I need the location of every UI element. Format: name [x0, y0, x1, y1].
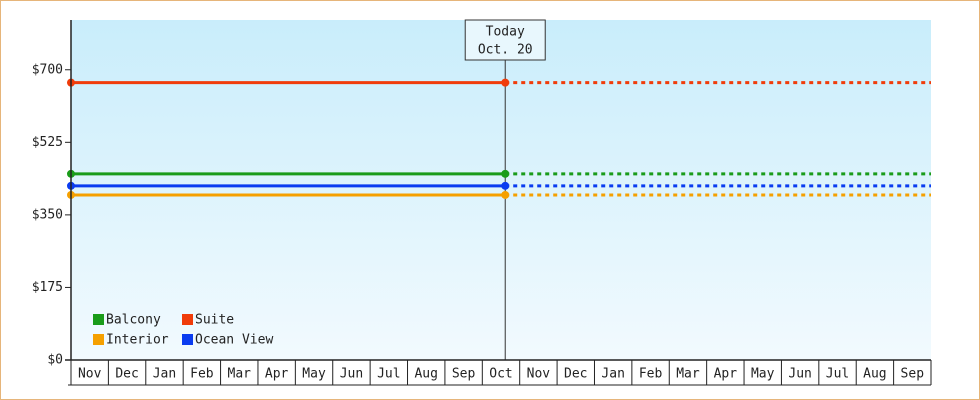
- x-tick-label: Jul: [377, 367, 400, 382]
- price-point: [501, 181, 510, 190]
- today-date: Oct. 20: [478, 43, 533, 58]
- x-tick-label: May: [751, 367, 775, 382]
- legend-swatch: [93, 314, 104, 325]
- x-tick-label: Jun: [340, 367, 363, 382]
- y-tick-label: $175: [32, 280, 63, 295]
- x-tick-label: Oct: [489, 367, 512, 382]
- x-tick-label: Apr: [714, 367, 738, 382]
- y-tick-label: $350: [32, 207, 63, 222]
- x-tick-label: Jul: [826, 367, 849, 382]
- x-tick-label: Nov: [527, 367, 551, 382]
- plot-area: [71, 20, 931, 360]
- x-tick-label: Feb: [639, 367, 663, 382]
- x-tick-label: Nov: [78, 367, 102, 382]
- x-tick-label: Sep: [901, 367, 925, 382]
- x-tick-label: Dec: [115, 367, 138, 382]
- legend-label: Balcony: [106, 313, 161, 328]
- today-box: [464, 19, 546, 61]
- x-tick-label: Apr: [265, 367, 289, 382]
- legend-label: Interior: [106, 333, 169, 348]
- legend-swatch: [93, 334, 104, 345]
- x-tick-label: Jan: [601, 367, 624, 382]
- x-tick-label: Aug: [863, 367, 886, 382]
- legend-swatch: [182, 334, 193, 345]
- legend-swatch: [182, 314, 193, 325]
- price-point: [501, 169, 510, 178]
- y-tick-label: $700: [32, 62, 63, 77]
- x-tick-label: May: [302, 367, 326, 382]
- x-tick-label: Sep: [452, 367, 476, 382]
- y-tick-label: $525: [32, 135, 63, 150]
- price-point: [501, 190, 510, 199]
- x-tick-label: Feb: [190, 367, 214, 382]
- x-tick-label: Mar: [676, 367, 700, 382]
- x-tick-label: Jan: [153, 367, 176, 382]
- legend-label: Suite: [195, 313, 234, 328]
- y-tick-label: $0: [47, 353, 63, 368]
- today-title: Today: [486, 25, 525, 40]
- x-tick-label: Dec: [564, 367, 587, 382]
- x-tick-label: Jun: [788, 367, 811, 382]
- price-point: [501, 78, 510, 87]
- legend-label: Ocean View: [195, 333, 273, 348]
- x-tick-label: Mar: [228, 367, 252, 382]
- x-tick-label: Aug: [414, 367, 437, 382]
